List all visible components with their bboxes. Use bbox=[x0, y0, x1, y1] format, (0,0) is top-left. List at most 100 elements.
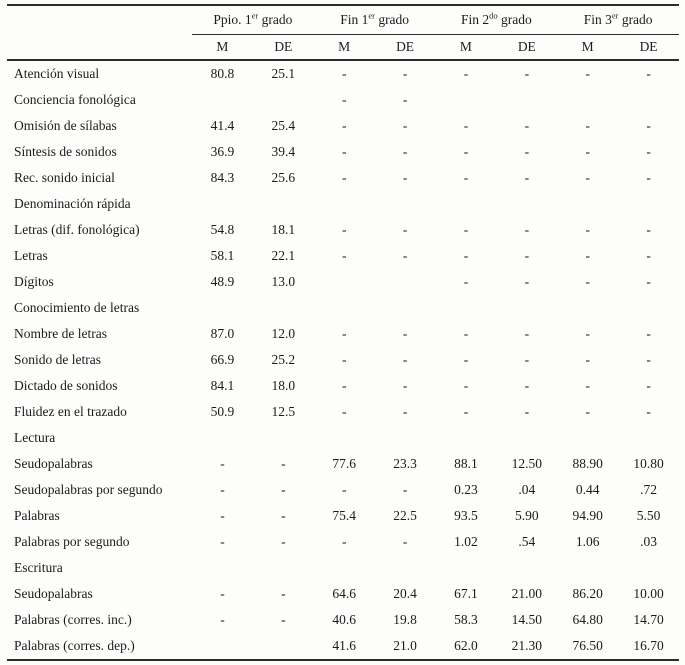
data-cell: - bbox=[402, 482, 408, 497]
data-cell: - bbox=[463, 274, 469, 289]
grade-superscript: er bbox=[611, 10, 619, 21]
data-cell: - bbox=[341, 404, 347, 419]
subheader-de: DE bbox=[618, 34, 679, 61]
table-row: Fluidez en el trazado 50.9 12.5 - - - - - - bbox=[7, 399, 679, 425]
subheader-m: M bbox=[435, 34, 497, 61]
data-cell: - bbox=[341, 118, 347, 133]
table-row: Rec. sonido inicial 84.3 25.6 - - - - - - bbox=[7, 165, 679, 191]
data-cell: - bbox=[341, 352, 347, 367]
data-cell: 76.50 bbox=[572, 638, 603, 653]
data-cell: 16.70 bbox=[633, 638, 664, 653]
data-cell: 87.0 bbox=[210, 326, 235, 341]
data-cell bbox=[618, 191, 679, 217]
table-row: Palabras por segundo - - - - 1.02 .54 1.06 .03 bbox=[7, 529, 679, 555]
data-cell: - bbox=[220, 612, 225, 627]
data-cell: 5.50 bbox=[636, 508, 661, 523]
descriptive-stats-table: Ppio. 1er grado Fin 1er grado Fin 2do gr… bbox=[7, 4, 679, 661]
data-cell: - bbox=[646, 66, 651, 81]
table-row: Omisión de sílabas 41.4 25.4 - - - - - - bbox=[7, 113, 679, 139]
data-cell: - bbox=[402, 170, 408, 185]
table-row: Letras 58.1 22.1 - - - - - - bbox=[7, 243, 679, 269]
data-cell: - bbox=[281, 456, 286, 471]
row-label-cell: Dictado de sonidos bbox=[14, 378, 118, 393]
data-cell: 39.4 bbox=[271, 144, 296, 159]
data-cell: - bbox=[646, 222, 651, 237]
data-cell: - bbox=[524, 404, 530, 419]
data-cell: 94.90 bbox=[572, 508, 603, 523]
group-label: grado bbox=[374, 12, 410, 27]
data-cell: 75.4 bbox=[332, 508, 356, 523]
data-cell: 21.30 bbox=[511, 638, 542, 653]
data-cell: 12.50 bbox=[511, 456, 542, 471]
data-cell: 41.6 bbox=[332, 638, 356, 653]
data-cell: 0.44 bbox=[575, 482, 600, 497]
grade-superscript: er bbox=[368, 10, 375, 21]
data-cell bbox=[375, 555, 436, 581]
grade-superscript: do bbox=[489, 10, 498, 21]
data-cell bbox=[557, 191, 618, 217]
data-cell: - bbox=[646, 378, 651, 393]
subheader-de: DE bbox=[496, 34, 558, 61]
data-cell: - bbox=[646, 144, 651, 159]
row-label-cell: Nombre de letras bbox=[14, 326, 107, 341]
data-cell: - bbox=[402, 118, 408, 133]
data-cell: 5.90 bbox=[515, 508, 539, 523]
data-cell: - bbox=[220, 456, 225, 471]
data-cell bbox=[314, 191, 375, 217]
data-cell: - bbox=[463, 404, 469, 419]
data-cell: 22.1 bbox=[271, 248, 296, 263]
data-cell: 88.90 bbox=[572, 456, 603, 471]
data-cell: .03 bbox=[640, 534, 657, 549]
data-cell: - bbox=[402, 222, 408, 237]
data-cell bbox=[618, 425, 679, 451]
data-cell: - bbox=[585, 66, 590, 81]
data-cell: - bbox=[524, 144, 530, 159]
data-cell: - bbox=[402, 248, 408, 263]
data-cell: 19.8 bbox=[393, 612, 417, 627]
data-cell: 41.4 bbox=[210, 118, 235, 133]
table-row: Sonido de letras 66.9 25.2 - - - - - - bbox=[7, 347, 679, 373]
data-cell bbox=[557, 295, 618, 321]
data-cell: - bbox=[646, 274, 651, 289]
data-cell: - bbox=[524, 170, 530, 185]
data-cell bbox=[253, 555, 314, 581]
data-cell bbox=[253, 295, 314, 321]
data-cell: - bbox=[341, 378, 347, 393]
row-label-cell: Seudopalabras bbox=[14, 586, 93, 601]
row-label-cell: Conciencia fonológica bbox=[14, 92, 136, 107]
data-cell: - bbox=[220, 534, 225, 549]
table-row: Dictado de sonidos 84.1 18.0 - - - - - - bbox=[7, 373, 679, 399]
data-cell: 50.9 bbox=[210, 404, 235, 419]
data-cell: 21.0 bbox=[393, 638, 417, 653]
data-cell: 86.20 bbox=[572, 586, 603, 601]
data-cell bbox=[496, 555, 557, 581]
row-label-cell: Denominación rápida bbox=[14, 196, 131, 211]
section-row: Conciencia fonológica - - bbox=[7, 87, 679, 113]
row-label-cell: Palabras por segundo bbox=[14, 534, 130, 549]
table-row: Letras (dif. fonológica) 54.8 18.1 - - - - - - bbox=[7, 217, 679, 243]
data-cell: - bbox=[402, 404, 408, 419]
data-cell bbox=[192, 87, 253, 113]
data-cell: .54 bbox=[518, 534, 536, 549]
data-cell: - bbox=[463, 248, 469, 263]
data-cell: - bbox=[585, 274, 590, 289]
row-label-cell: Rec. sonido inicial bbox=[14, 170, 115, 185]
data-cell: - bbox=[341, 326, 347, 341]
data-cell: - bbox=[524, 352, 530, 367]
table-row: Síntesis de sonidos 36.9 39.4 - - - - - - bbox=[7, 139, 679, 165]
row-label-cell: Letras (dif. fonológica) bbox=[14, 222, 140, 237]
data-cell: 77.6 bbox=[332, 456, 356, 471]
data-cell: 25.1 bbox=[271, 66, 296, 81]
data-cell bbox=[557, 425, 618, 451]
corner-cell bbox=[7, 5, 192, 35]
data-cell: 14.50 bbox=[511, 612, 542, 627]
group-label: Fin 3 bbox=[583, 12, 612, 27]
data-cell: - bbox=[341, 66, 347, 81]
descriptive-stats-table-wrap: Ppio. 1er grado Fin 1er grado Fin 2do gr… bbox=[7, 4, 679, 661]
data-cell: - bbox=[585, 222, 590, 237]
data-cell: - bbox=[463, 326, 469, 341]
data-cell bbox=[618, 295, 679, 321]
data-cell: 10.00 bbox=[633, 586, 664, 601]
subheader-de: DE bbox=[252, 34, 314, 61]
data-cell: - bbox=[524, 66, 530, 81]
